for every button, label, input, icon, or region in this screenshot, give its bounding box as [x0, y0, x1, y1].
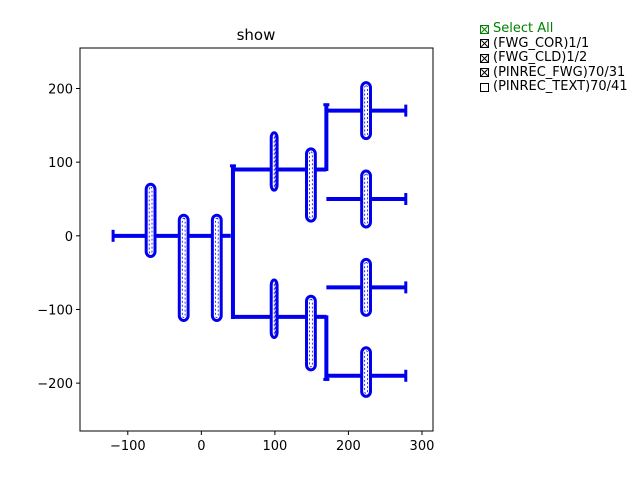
- delay-loop: [144, 182, 157, 258]
- delay-loop-inner: [273, 282, 276, 335]
- layer-checkbox-pinrec-text[interactable]: (PINREC_TEXT)70/41: [480, 80, 628, 95]
- layer-label: (FWG_CLD)1/2: [493, 50, 588, 66]
- delay-loop-inner: [364, 173, 368, 225]
- y-tick-label: 100: [48, 156, 73, 171]
- x-tick-label: 100: [262, 439, 287, 454]
- checkbox-checked-icon: [480, 39, 489, 49]
- delay-loop-inner: [273, 135, 276, 188]
- layer-checkbox-fwg-cld[interactable]: (FWG_CLD)1/2: [480, 51, 628, 66]
- select-all-label: Select All: [493, 21, 554, 37]
- delay-loop-inner: [148, 186, 153, 254]
- layer-label: (FWG_COR)1/1: [493, 35, 590, 51]
- y-tick-label: 200: [48, 83, 73, 98]
- y-tick-label: −100: [37, 303, 73, 318]
- delay-loop-inner: [364, 261, 368, 313]
- layer-checkbox-pinrec-fwg[interactable]: (PINREC_FWG)70/31: [480, 64, 628, 81]
- axes-frame: [79, 47, 434, 432]
- delay-loop-inner: [181, 217, 186, 318]
- y-tick-label: −200: [37, 377, 73, 392]
- x-tick-label: 0: [197, 439, 205, 454]
- x-tick-label: −100: [110, 439, 146, 454]
- delay-loop: [177, 213, 190, 323]
- plot-title: show: [237, 26, 276, 44]
- layer-checkbox-fwg-cor[interactable]: (FWG_COR)1/1: [480, 35, 628, 52]
- x-tick-label: 200: [336, 439, 361, 454]
- axis-ticks: −100 0 100 200 300 200 100 0 −100 −200: [37, 83, 434, 454]
- x-tick-label: 300: [410, 439, 435, 454]
- delay-loop: [360, 346, 372, 398]
- checkbox-unchecked-icon: [480, 82, 489, 92]
- checkbox-checked-icon: [480, 53, 489, 63]
- select-all-check-icon: [480, 24, 489, 34]
- delay-loop-inner: [364, 350, 368, 394]
- delay-loop-inner: [309, 151, 313, 219]
- delay-loop-inner: [214, 217, 219, 318]
- y-tick-label: 0: [65, 230, 73, 245]
- delay-loop: [305, 147, 317, 223]
- delay-loop: [269, 131, 279, 192]
- delay-loop: [305, 294, 317, 372]
- layer-label: (PINREC_FWG)70/31: [493, 64, 626, 80]
- layer-legend: Select All (FWG_COR)1/1 (FWG_CLD)1/2 (PI…: [480, 22, 628, 95]
- delay-loop: [360, 81, 372, 141]
- checkbox-checked-icon: [480, 68, 489, 78]
- delay-loop-inner: [364, 85, 368, 136]
- delay-loop: [210, 213, 223, 323]
- delay-loop: [269, 278, 279, 339]
- delay-loop-inner: [309, 298, 313, 368]
- delay-loop: [360, 169, 372, 229]
- waveguide-layout: [111, 81, 408, 398]
- layer-label: (PINREC_TEXT)70/41: [493, 79, 628, 95]
- select-all-checkbox[interactable]: Select All: [480, 22, 628, 37]
- delay-loop: [360, 257, 372, 317]
